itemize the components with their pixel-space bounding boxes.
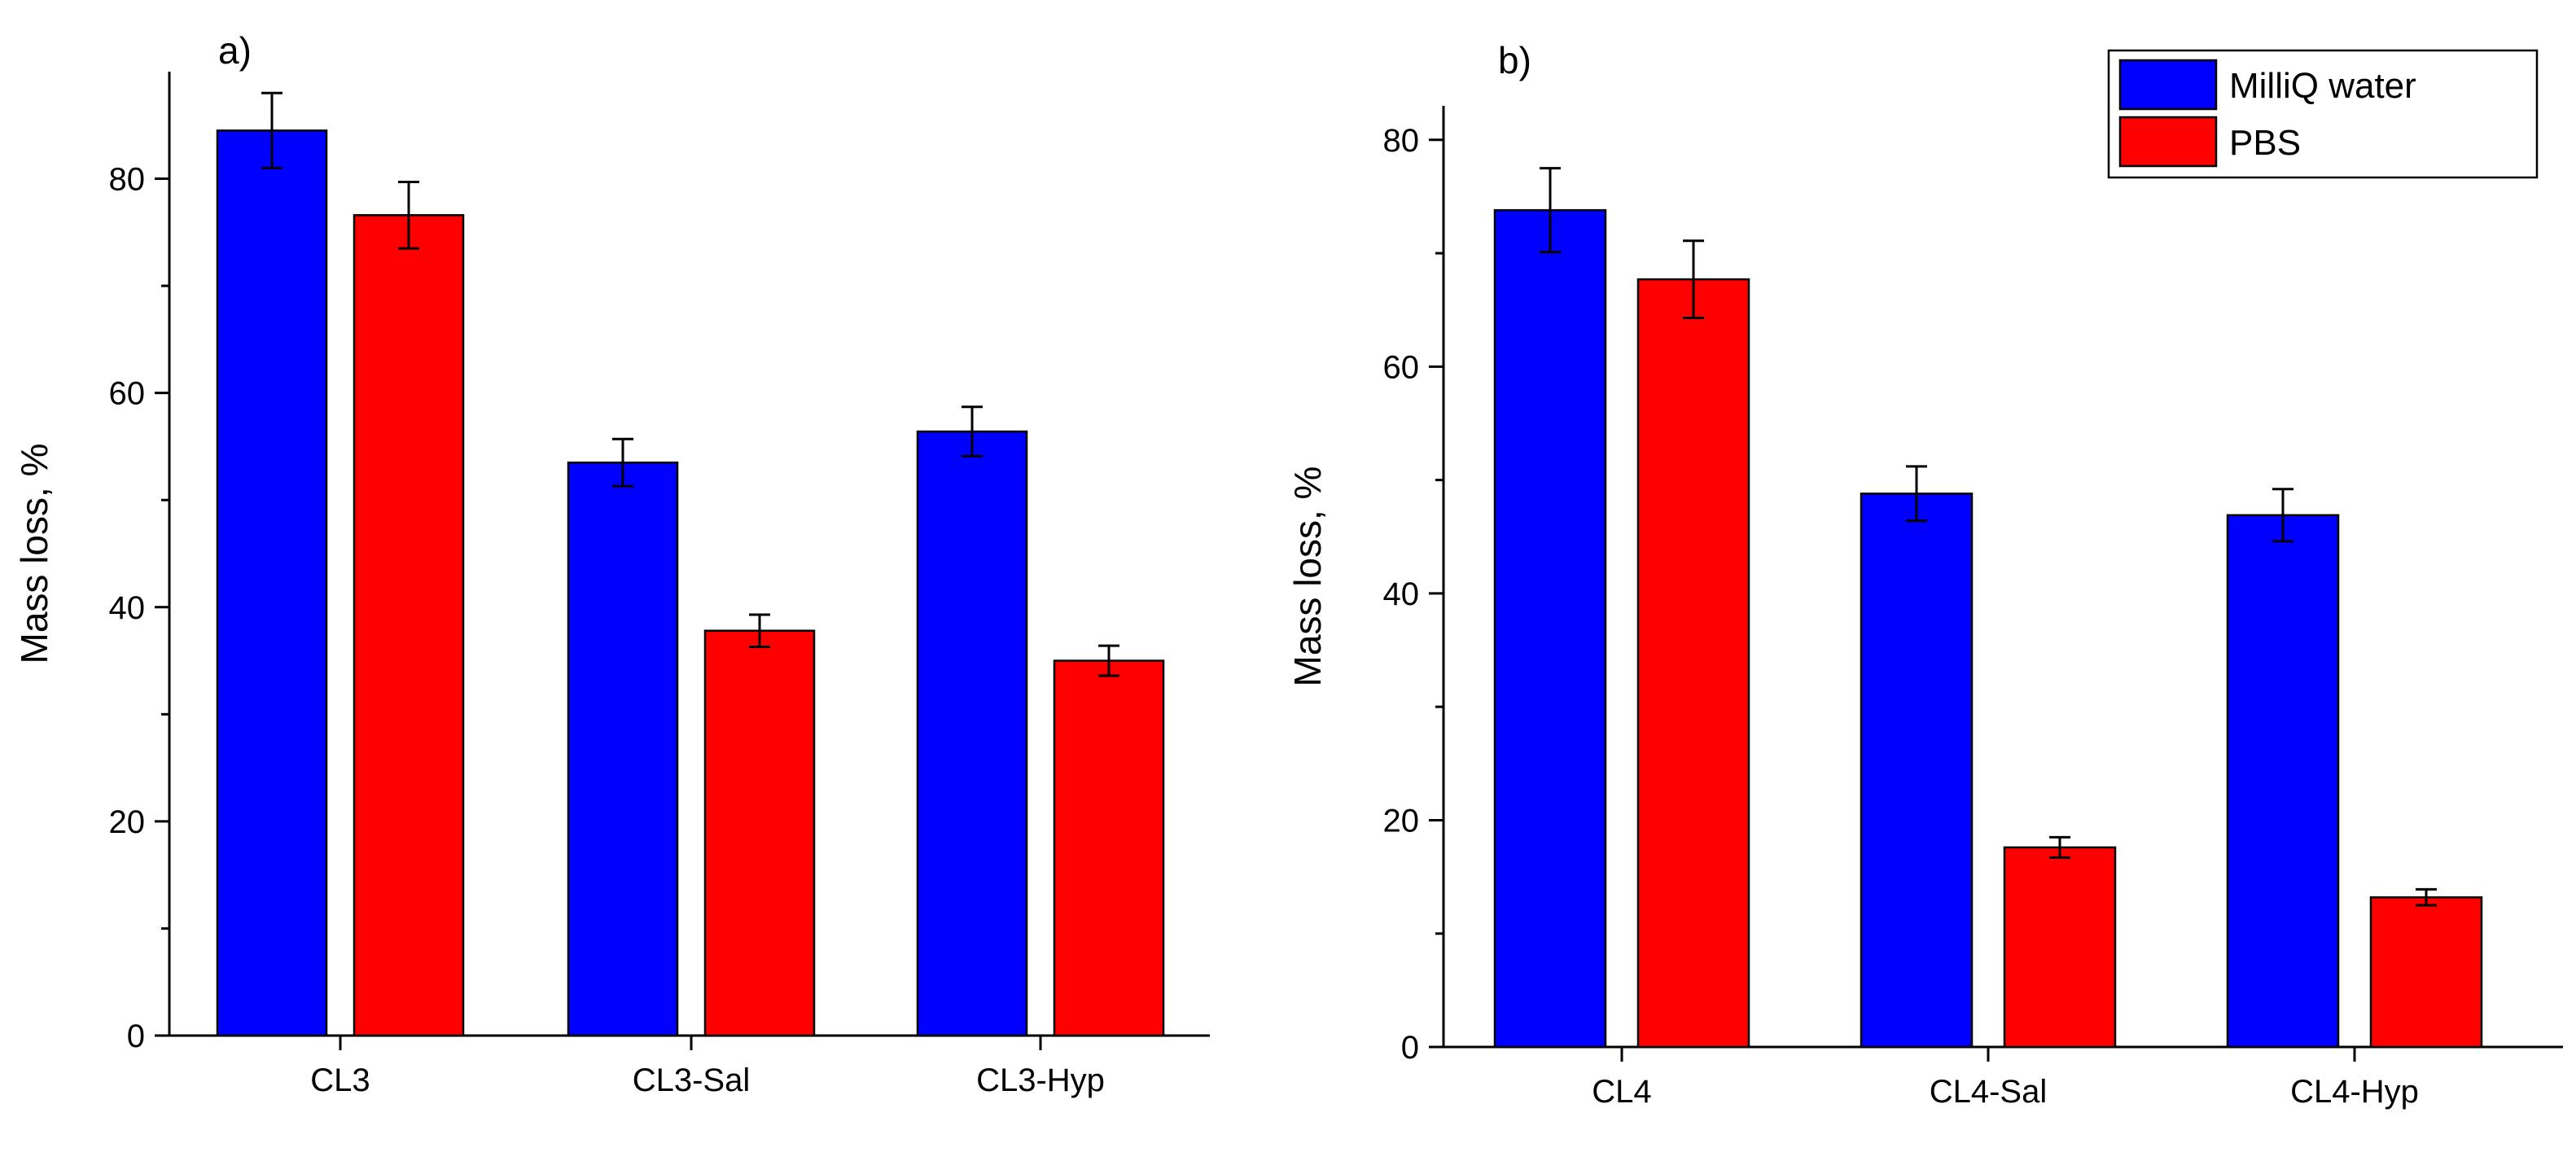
x-tick-label: CL4-Sal	[1930, 1074, 2048, 1110]
panel-label: a)	[218, 29, 252, 72]
panel-a: 0 20 40 60 80 Mass loss, % a) CL3 CL3-Sal CL3-Hyp	[13, 29, 1210, 1098]
x-tick-label: CL3	[310, 1062, 370, 1098]
bar-pbs	[353, 214, 465, 1037]
bar-milliq-water	[2226, 514, 2340, 1049]
y-axis-title: Mass loss, %	[1286, 466, 1329, 687]
y-tick-label: 0	[1401, 1030, 1419, 1066]
bar-milliq-water	[216, 129, 328, 1037]
bar-pbs	[2369, 896, 2483, 1049]
y-tick-label: 40	[1383, 576, 1420, 612]
panel-label: b)	[1498, 39, 1531, 81]
y-tick-label: 60	[1383, 349, 1420, 385]
bar-pbs	[1053, 659, 1165, 1037]
y-tick-label: 80	[109, 162, 146, 198]
legend: MilliQ water PBS	[2107, 49, 2539, 179]
legend-label: PBS	[2229, 123, 2301, 163]
y-axis-title: Mass loss, %	[13, 444, 55, 664]
x-tick-label: CL3-Sal	[633, 1062, 751, 1098]
y-tick-label: 20	[1383, 803, 1420, 839]
y-tick-label: 80	[1383, 123, 1420, 159]
bar-pbs	[2003, 846, 2117, 1049]
y-tick-label: 0	[127, 1018, 145, 1054]
x-tick-label: CL3-Hyp	[976, 1062, 1105, 1098]
bar-pbs	[1636, 278, 1750, 1049]
y-tick-label: 40	[109, 590, 146, 626]
x-tick-label: CL4-Hyp	[2290, 1074, 2419, 1110]
legend-swatch	[2118, 116, 2218, 168]
bar-milliq-water	[1860, 493, 1974, 1049]
y-tick-label: 20	[109, 804, 146, 840]
y-tick-label: 60	[109, 376, 146, 412]
bar-milliq-water	[916, 430, 1028, 1037]
bar-pbs	[703, 629, 816, 1037]
legend-swatch	[2118, 59, 2218, 111]
panel-b: 0 20 40 60 80 Mass loss, % b) CL4 CL4-Sal CL4-Hyp	[1286, 39, 2563, 1110]
bar-milliq-water	[1493, 208, 1607, 1049]
legend-label: MilliQ water	[2229, 66, 2416, 106]
x-tick-label: CL4	[1592, 1074, 1651, 1110]
bar-milliq-water	[567, 461, 679, 1037]
